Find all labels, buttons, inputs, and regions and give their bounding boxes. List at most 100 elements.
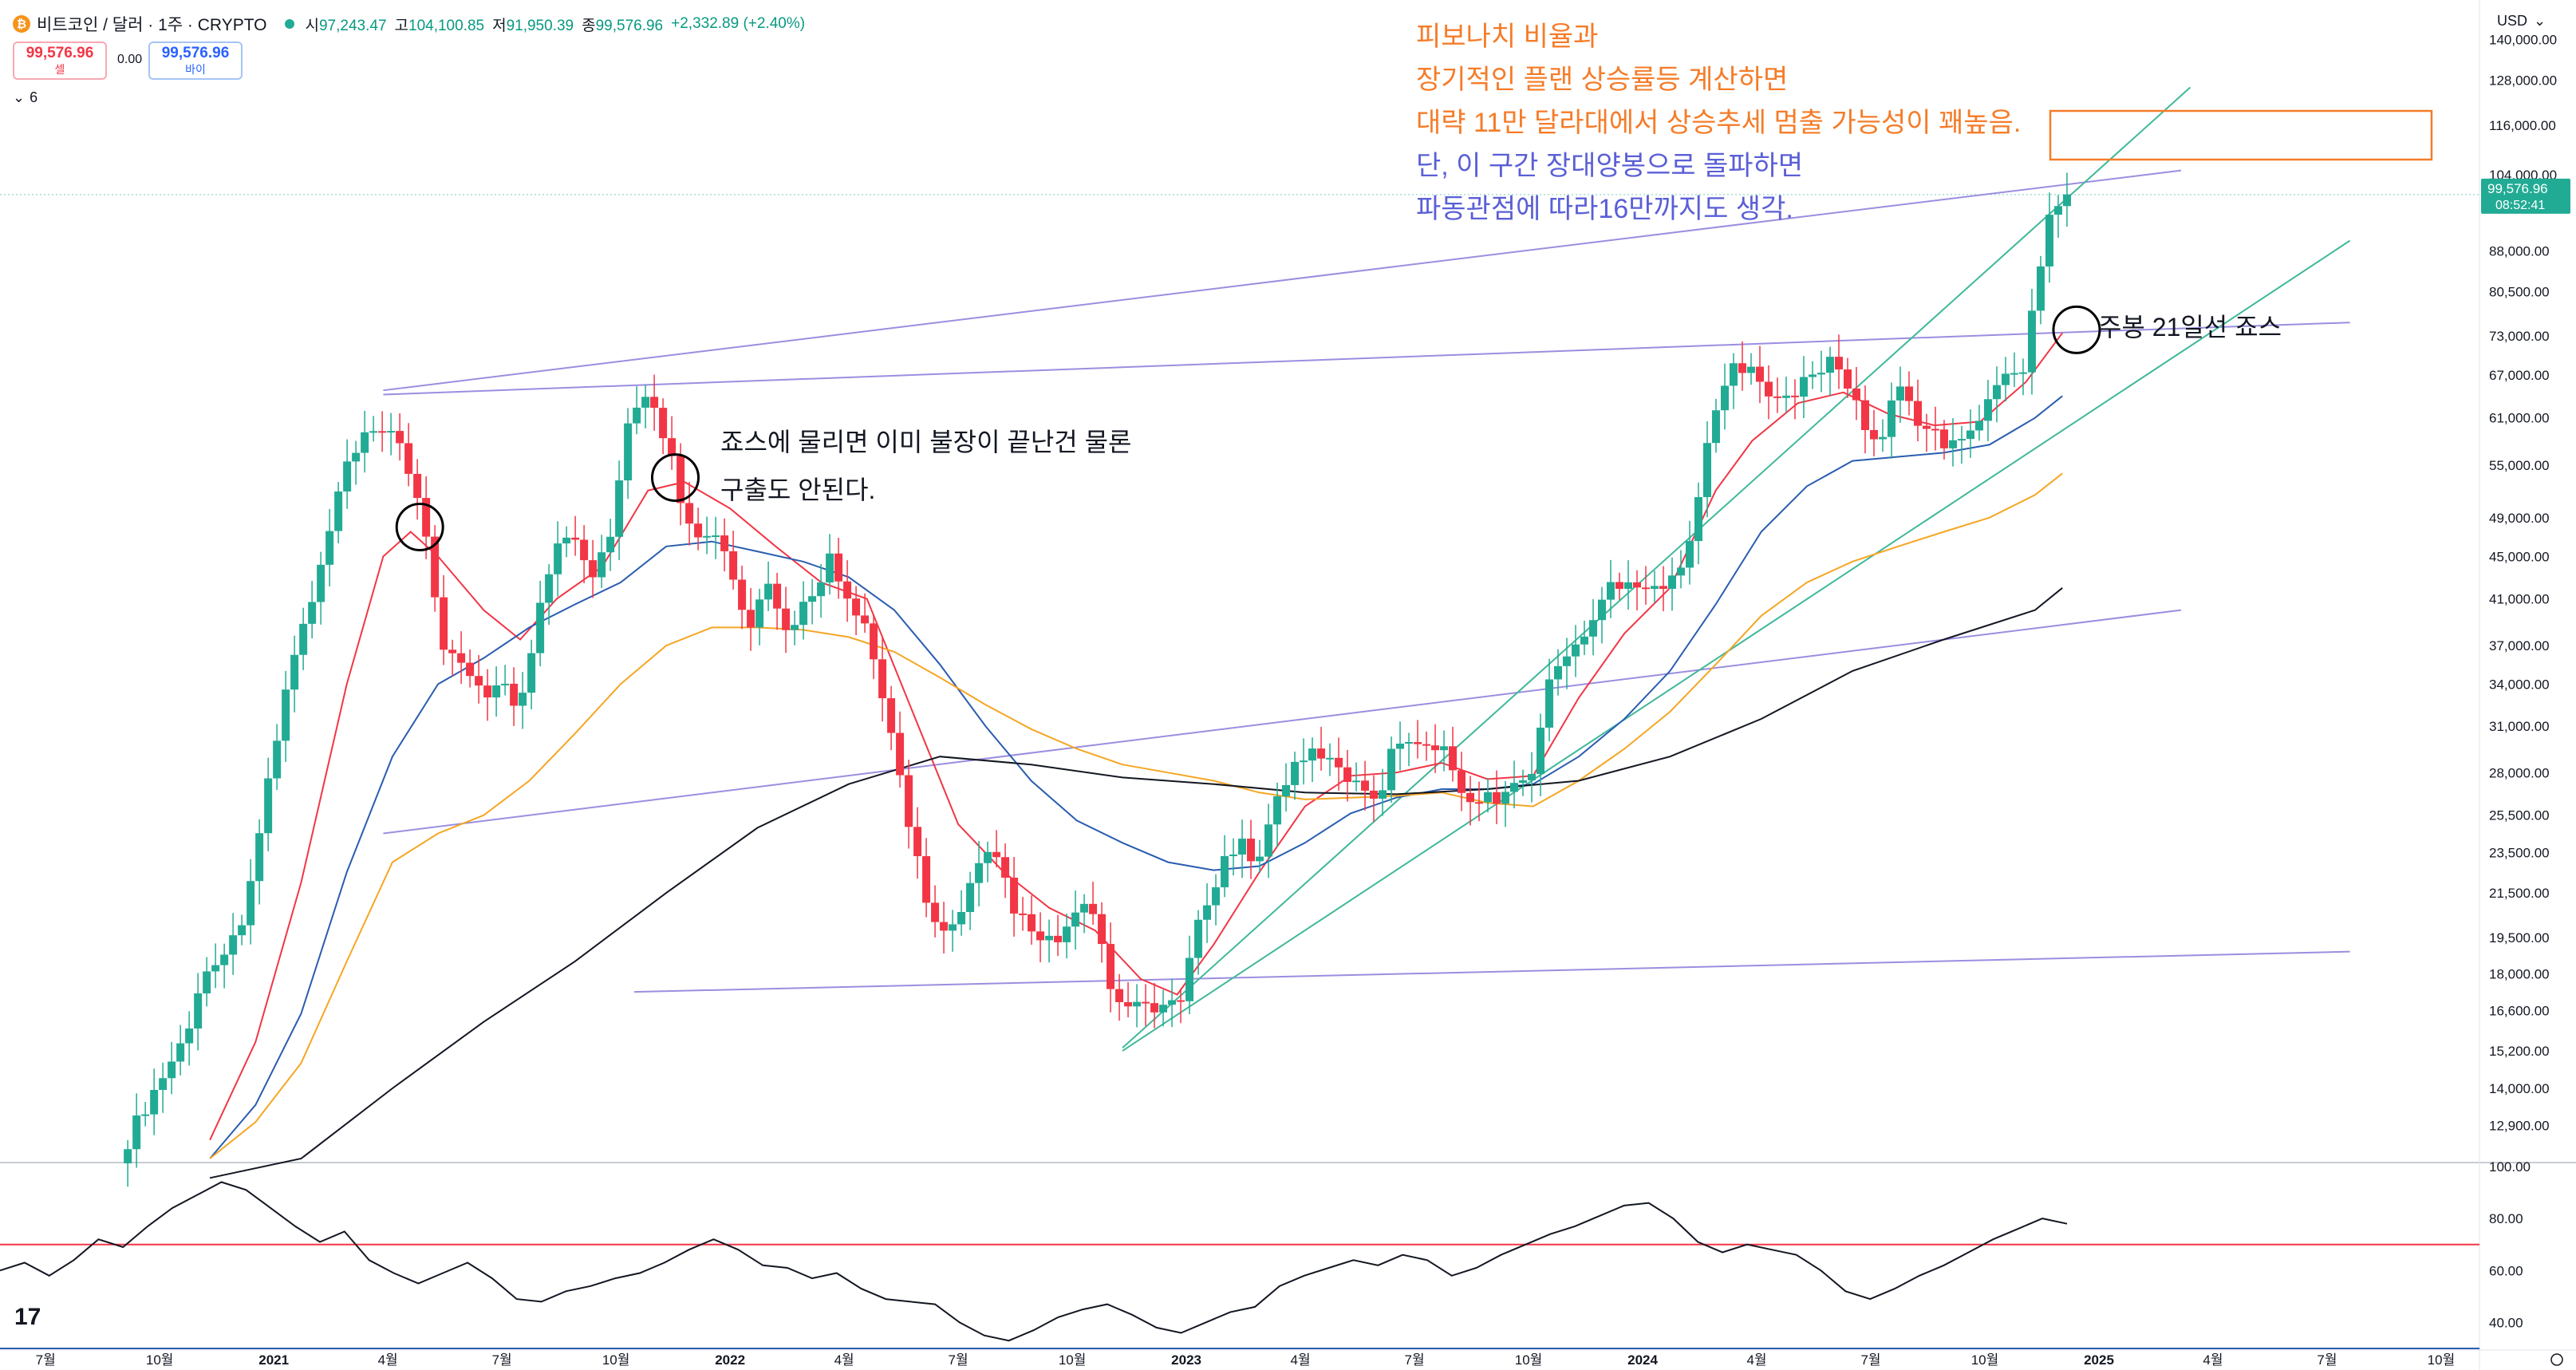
candle-up: [1878, 436, 1887, 440]
candle-up: [554, 543, 562, 574]
time-axis-tick: 4월: [1291, 1352, 1311, 1368]
candle-up: [124, 1149, 132, 1163]
candle-up: [1607, 582, 1615, 600]
candle-down: [1466, 792, 1475, 803]
candle-up: [1300, 760, 1308, 763]
candle-down: [1843, 369, 1852, 389]
price-axis-tick: 88,000.00: [2489, 243, 2550, 259]
candle-up: [1168, 1000, 1177, 1005]
price-axis-tick: 45,000.00: [2489, 549, 2550, 564]
candle-up: [826, 553, 834, 582]
rsi-axis-tick: 100.00: [2489, 1159, 2531, 1175]
candle-down: [396, 431, 404, 444]
candle-up: [1887, 400, 1896, 437]
highlight-circle: [2052, 305, 2101, 354]
candle-down: [747, 610, 755, 628]
settings-gear-icon: [2550, 1353, 2563, 1366]
candle-up: [159, 1078, 168, 1090]
candle-up: [1799, 377, 1808, 397]
candle-down: [878, 659, 887, 699]
candle-up: [1185, 957, 1194, 1001]
candle-down: [1177, 1000, 1185, 1002]
candle-up: [168, 1061, 176, 1079]
buy-button[interactable]: 99,576.96 바이: [148, 41, 243, 80]
candle-down: [448, 649, 457, 653]
candle-up: [1983, 399, 1992, 421]
rsi-axis-tick: 40.00: [2489, 1315, 2523, 1330]
candle-up: [361, 432, 369, 453]
candle-down: [922, 856, 931, 903]
candle-up: [1256, 856, 1264, 862]
candle-up: [492, 685, 501, 698]
candle-up: [203, 971, 211, 994]
last-price-value: 99,576.96: [2487, 181, 2548, 196]
price-axis-tick: 73,000.00: [2489, 329, 2550, 344]
candle-down: [1904, 386, 1913, 401]
candle-up: [1519, 780, 1528, 784]
fib-note-line-1: 피보나치 비율과: [1416, 22, 1599, 52]
price-axis-tick: 25,500.00: [2489, 808, 2550, 823]
price-axis-tick: 12,900.00: [2489, 1119, 2550, 1134]
candle-up: [141, 1114, 150, 1116]
candle-up: [2045, 215, 2053, 266]
currency-selector[interactable]: USD ⌄: [2497, 13, 2546, 30]
candle-up: [1572, 644, 1580, 657]
candle-up: [1133, 1001, 1142, 1007]
fib-note-line-3: 대략 11만 달라대에서 상승추세 멈출 가능성이 꽤높음.: [1416, 108, 2022, 138]
candle-up: [1694, 497, 1702, 542]
ohlc-low: 저91,950.39: [492, 17, 574, 34]
candle-down: [773, 583, 782, 609]
highlight-circle: [650, 453, 700, 503]
candle-up: [1071, 912, 1080, 927]
candle-down: [1755, 366, 1764, 382]
candle-up: [624, 423, 633, 481]
candle-up: [1676, 567, 1685, 576]
sell-button[interactable]: 99,576.96 셀: [13, 41, 107, 80]
fib-note-line-2: 장기적인 플랜 상승률등 계산하면: [1416, 65, 1789, 95]
tradingview-logo-icon: 17: [14, 1304, 41, 1330]
candle-up: [229, 935, 238, 955]
candle-up: [343, 461, 352, 492]
candle-down: [422, 498, 431, 537]
price-axis-tick: 140,000.00: [2489, 32, 2557, 47]
candle-up: [1291, 761, 1300, 785]
candle-down: [1869, 429, 1878, 440]
candle-down: [870, 623, 878, 660]
candle-up: [615, 480, 624, 537]
candle-up: [1667, 575, 1676, 590]
green-trend-2: [1122, 239, 2351, 1052]
chevron-down-icon: ⌄: [13, 89, 26, 105]
candle-up: [1194, 919, 1203, 958]
candle-down: [580, 539, 589, 561]
price-axis-tick: 116,000.00: [2489, 118, 2556, 133]
indicators-toggle[interactable]: ⌄ 6: [13, 89, 37, 106]
time-axis-tick: 4월: [1746, 1352, 1766, 1368]
candle-down: [729, 551, 738, 580]
candle-up: [1229, 854, 1238, 856]
rsi-axis-tick: 60.00: [2489, 1263, 2523, 1278]
price-axis-tick: 19,500.00: [2489, 930, 2550, 946]
candle-up: [606, 536, 615, 553]
candle-up: [598, 552, 606, 578]
candle-up: [1387, 748, 1396, 791]
candle-down: [834, 553, 843, 582]
candle-up: [1545, 679, 1554, 728]
candle-up: [1264, 824, 1273, 857]
spread-value: 0.00: [117, 53, 143, 66]
dead-cross-note-line-1: 죠스에 물리면 이미 불장이 끝난건 물론: [720, 428, 1132, 456]
candle-up: [1711, 410, 1720, 444]
candle-up: [519, 693, 527, 706]
candle-down: [694, 523, 703, 538]
candle-up: [1563, 656, 1572, 666]
candle-down: [659, 408, 668, 439]
symbol-title[interactable]: 비트코인 / 달러 · 1주 · CRYPTO: [37, 16, 267, 34]
candle-down: [1317, 748, 1326, 759]
candle-down: [1913, 401, 1922, 426]
candle-down: [431, 536, 440, 598]
candle-down: [1449, 746, 1458, 771]
candle-up: [1957, 439, 1966, 441]
candle-up: [282, 689, 290, 741]
candle-down: [1414, 742, 1422, 744]
